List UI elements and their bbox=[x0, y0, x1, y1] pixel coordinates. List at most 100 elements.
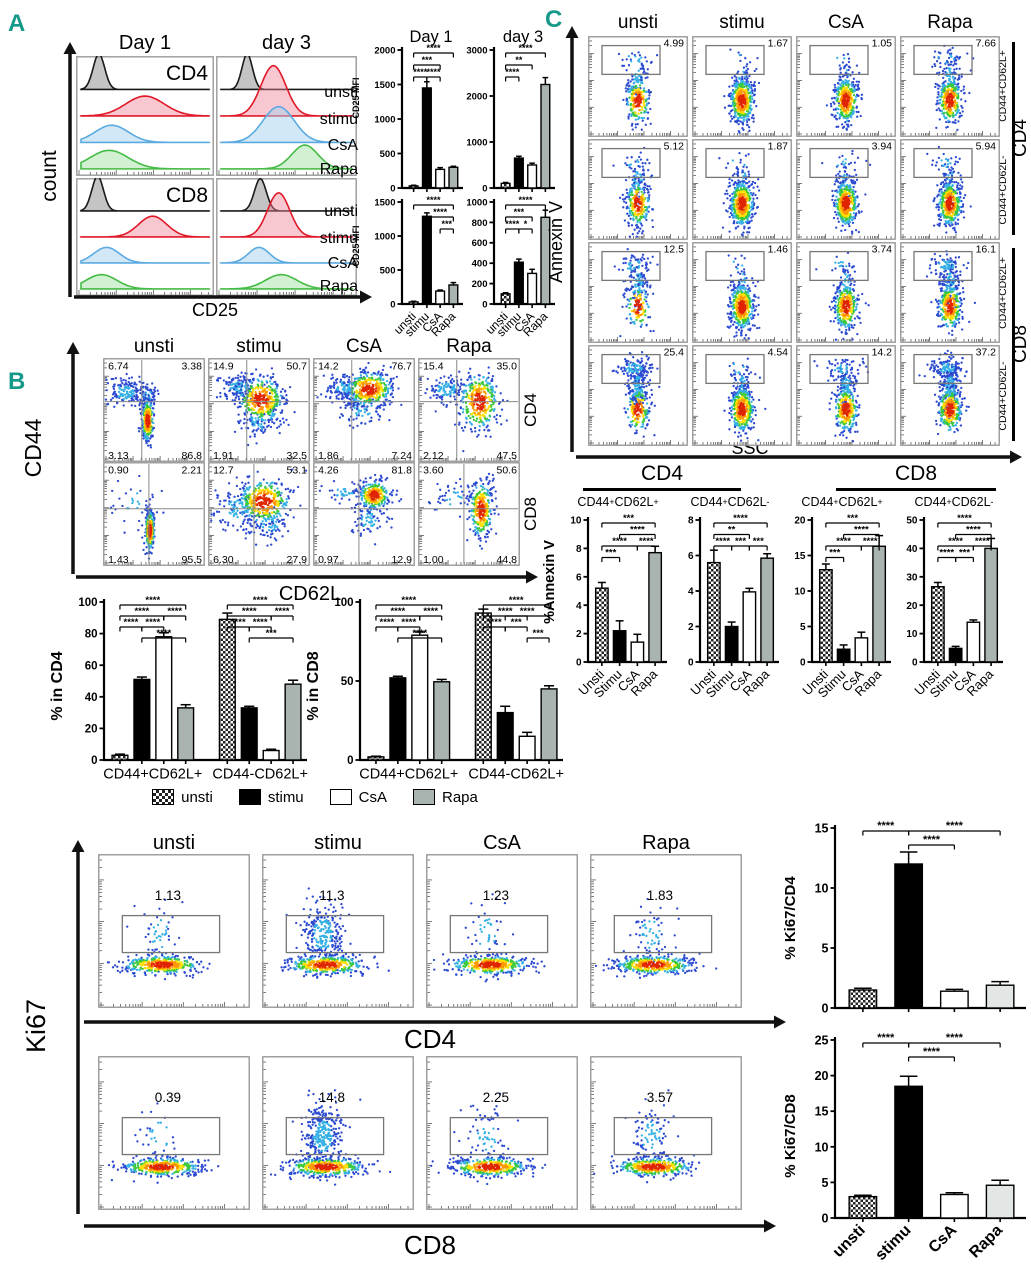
gate-pct: 5.12 bbox=[664, 141, 685, 153]
svg-text:CD44+CD62L+: CD44+CD62L+ bbox=[359, 767, 458, 783]
flow-svg-c-1-2: 3.94 bbox=[796, 139, 896, 240]
c-col-header-stimu: stimu bbox=[692, 12, 792, 34]
bar-b_cd8-Rapa bbox=[434, 682, 450, 760]
sig-label: **** bbox=[520, 606, 535, 617]
gate-pct: 12.5 bbox=[664, 244, 685, 256]
flow-svg-c-0-0: 4.99 bbox=[588, 36, 688, 137]
bar-a_day3_cd4-CsA bbox=[528, 165, 537, 188]
sig-label: **** bbox=[518, 44, 533, 53]
sig-label: **** bbox=[124, 617, 139, 628]
legend-label-csa: CsA bbox=[359, 789, 387, 806]
gate-pct: 5.94 bbox=[976, 141, 997, 153]
svg-text:15: 15 bbox=[815, 1105, 829, 1119]
sig-label: **** bbox=[167, 606, 182, 617]
svg-text:12.9: 12.9 bbox=[392, 554, 413, 566]
a-condition-label-stimu-cd4: stimu bbox=[304, 111, 358, 129]
sig-label: **** bbox=[946, 1032, 964, 1044]
k-bar-ylabel-cd8: % Ki67/CD8 bbox=[780, 1071, 800, 1201]
svg-text:2: 2 bbox=[688, 622, 694, 633]
a-condition-label-Rapa-cd8: Rapa bbox=[304, 278, 358, 296]
svg-text:0: 0 bbox=[390, 299, 395, 310]
bar-c_cd8_pp-Stimu bbox=[837, 649, 849, 662]
flow-svg-k-1-1: 14.8 bbox=[262, 1056, 414, 1210]
sig-label: **** bbox=[939, 548, 954, 559]
svg-text:80: 80 bbox=[85, 629, 98, 641]
svg-text:95.5: 95.5 bbox=[182, 554, 203, 566]
svg-text:8: 8 bbox=[576, 544, 582, 555]
flow-plot-c-row4-stimu: 4.54 bbox=[692, 345, 792, 451]
svg-text:10: 10 bbox=[794, 587, 806, 598]
a-xaxis-label-cd25: CD25 bbox=[140, 300, 290, 321]
flow-plot-c-row4-Rapa: 37.2 bbox=[900, 345, 1000, 451]
sig-label: **** bbox=[630, 525, 645, 536]
flow-plot-ki67-CD4-unsti: 1.13 bbox=[98, 854, 250, 1013]
b-row-label-cd4: CD4 bbox=[521, 380, 541, 440]
flow-plot-c-row1-stimu: 1.67 bbox=[692, 36, 792, 142]
svg-text:0: 0 bbox=[390, 183, 395, 194]
flow-plot-c-row2-CsA: 3.94 bbox=[796, 139, 896, 245]
flow-svg-c-2-2: 3.74 bbox=[796, 242, 896, 343]
sig-label: **** bbox=[426, 67, 441, 77]
bar-chart-svg-b_cd8: 050100**********************************… bbox=[324, 596, 568, 796]
svg-text:2.21: 2.21 bbox=[182, 464, 203, 476]
sig-label: *** bbox=[605, 548, 616, 559]
svg-text:86.8: 86.8 bbox=[182, 450, 203, 462]
flow-plot-c-row1-CsA: 1.05 bbox=[796, 36, 896, 142]
svg-text:CD44+CD62L+: CD44+CD62L+ bbox=[103, 767, 202, 783]
bar-c_cd8_pp-Unsti bbox=[820, 570, 832, 662]
c-col-header-csa: CsA bbox=[796, 12, 896, 34]
flow-svg-c-0-1: 1.67 bbox=[692, 36, 792, 137]
bar-ki67_cd8-stimu bbox=[895, 1086, 922, 1218]
flow-plot-c-row3-stimu: 1.46 bbox=[692, 242, 792, 348]
k-xaxis-label-cd4: CD4 bbox=[340, 1024, 520, 1055]
svg-text:2.12: 2.12 bbox=[423, 450, 444, 462]
svg-text:5: 5 bbox=[822, 942, 829, 956]
svg-text:7.24: 7.24 bbox=[392, 450, 413, 462]
svg-text:0: 0 bbox=[822, 1002, 829, 1016]
svg-text:27.9: 27.9 bbox=[287, 554, 308, 566]
svg-text:1500: 1500 bbox=[374, 80, 395, 91]
gate-pct: 1.13 bbox=[155, 888, 181, 903]
bar-b_cd8-Rapa bbox=[541, 689, 557, 760]
svg-text:8: 8 bbox=[688, 516, 694, 527]
gate-pct: 1.83 bbox=[647, 888, 673, 903]
bar-c_cd4_pm-CsA bbox=[743, 592, 755, 662]
legend-swatch-rapa bbox=[413, 789, 435, 805]
flow-svg-c-1-0: 5.12 bbox=[588, 139, 688, 240]
flow-svg-k-1-0: 0.39 bbox=[98, 1056, 250, 1210]
bar-b_cd4-Rapa bbox=[285, 684, 301, 760]
bar-c_cd8_pp-CsA bbox=[855, 638, 867, 662]
a-condition-label-unsti-cd8: unsti bbox=[304, 203, 358, 221]
svg-text:76.7: 76.7 bbox=[392, 360, 413, 372]
gate-pct: 7.66 bbox=[976, 38, 997, 50]
k-col-header-stimu: stimu bbox=[262, 832, 414, 855]
flow-svg-c-0-2: 1.05 bbox=[796, 36, 896, 137]
bar-b_cd4-CsA bbox=[263, 751, 279, 760]
svg-text:20: 20 bbox=[85, 724, 98, 736]
flow-plot-ki67-CD8-stimu: 14.8 bbox=[262, 1056, 414, 1215]
bar-a_day1_cd4-unsti bbox=[409, 186, 418, 188]
svg-text:600: 600 bbox=[472, 238, 488, 249]
b-row-label-cd8: CD8 bbox=[521, 484, 541, 544]
bar-chart-svg-c_cd4_pp: 0246810******************UnstiStimuCsARa… bbox=[564, 514, 672, 714]
sig-label: *** bbox=[735, 536, 746, 547]
svg-text:40: 40 bbox=[906, 544, 918, 555]
gate-pct: 0.39 bbox=[155, 1090, 181, 1105]
sig-label: **** bbox=[145, 596, 160, 606]
sig-label: **** bbox=[518, 196, 533, 205]
bar-b_cd8-CsA bbox=[412, 635, 428, 760]
flow-plot-c-row2-Rapa: 5.94 bbox=[900, 139, 1000, 245]
sig-label: *** bbox=[829, 548, 840, 559]
svg-text:500: 500 bbox=[380, 149, 396, 160]
svg-text:50.7: 50.7 bbox=[287, 360, 308, 372]
b-col-header-stimu: stimu bbox=[208, 336, 310, 358]
